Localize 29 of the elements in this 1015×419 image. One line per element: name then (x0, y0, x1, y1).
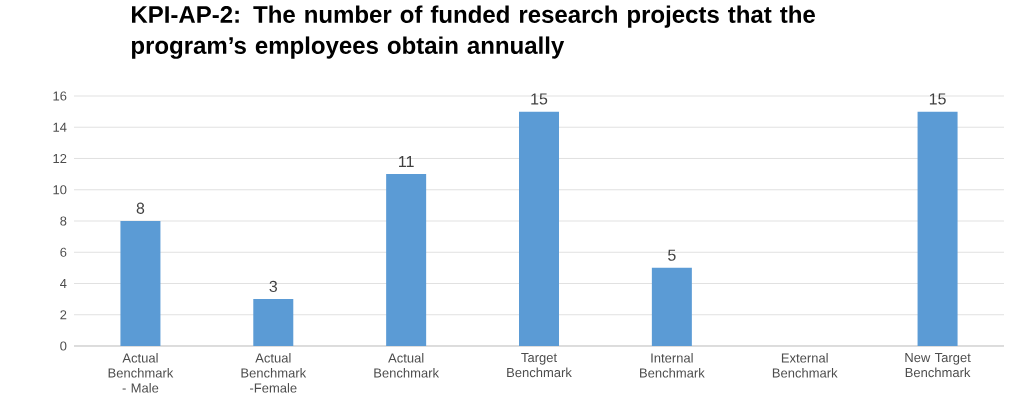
x-tick-label: Internal Benchmark (640, 353, 705, 378)
x-tick-label: Actual Benchmark (374, 353, 440, 378)
y-tick-label: 12 (53, 153, 67, 164)
bar (519, 111, 560, 346)
y-tick-label: 16 (53, 91, 67, 101)
data-label: 3 (269, 280, 278, 293)
x-tick-label: External Benchmark (772, 353, 838, 378)
bar (386, 174, 427, 346)
y-tick-label: 0 (60, 341, 67, 351)
chart-title: KPI-AP-2: The number of funded research projects that the program’s employees obtain annually (131, 5, 815, 59)
x-tick-label: Actual Benchmark -Female (241, 353, 307, 393)
bar (253, 299, 294, 346)
y-tick-label: 8 (60, 216, 67, 226)
x-tick-label: New Target Benchmark (905, 353, 971, 378)
bar (120, 221, 161, 346)
data-label: 15 (531, 93, 548, 105)
data-label: 5 (668, 249, 676, 261)
x-tick-label: Target Benchmark (507, 353, 572, 378)
data-label: 15 (929, 93, 946, 105)
y-tick-label: 4 (60, 279, 67, 288)
y-tick-label: 2 (60, 310, 67, 320)
y-tick-label: 6 (60, 247, 67, 257)
bar (917, 111, 958, 346)
bar (651, 267, 692, 346)
data-label: 8 (136, 202, 145, 214)
y-tick-label: 14 (53, 122, 67, 132)
data-label: 11 (399, 156, 414, 168)
x-tick-label: Actual Benchmark - Male (108, 353, 174, 393)
y-tick-label: 10 (53, 185, 67, 195)
